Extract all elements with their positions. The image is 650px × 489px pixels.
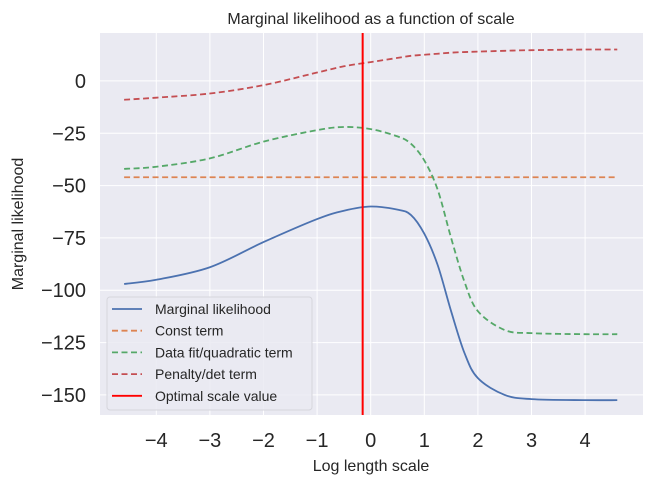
y-tick-label: −100 — [41, 280, 86, 302]
x-tick-label: −3 — [198, 430, 221, 452]
x-tick-label: 0 — [365, 430, 376, 452]
grid — [100, 33, 643, 415]
x-tick-label: 1 — [419, 430, 430, 452]
series-line-marginal-likelihood — [124, 205, 618, 402]
y-tick-label: 0 — [75, 71, 86, 93]
legend-label: Data fit/quadratic term — [155, 344, 293, 360]
series-line-penalty-det-term — [124, 48, 618, 101]
x-tick-label: −4 — [145, 430, 168, 452]
y-tick-label: −75 — [52, 228, 86, 250]
x-tick-label: 3 — [526, 430, 537, 452]
x-tick-label: −2 — [252, 430, 275, 452]
y-tick-label: −25 — [52, 123, 86, 145]
y-tick-label: −125 — [41, 333, 86, 355]
series-line-data-fit-quadratic-term — [124, 126, 618, 336]
series-lines — [124, 33, 618, 415]
y-tick-label: −150 — [41, 385, 86, 407]
x-axis-label: Log length scale — [313, 458, 430, 475]
y-tick-label: −50 — [52, 176, 86, 198]
x-tick-label: −1 — [306, 430, 329, 452]
x-tick-label: 4 — [580, 430, 591, 452]
legend-label: Const term — [155, 323, 223, 339]
legend-label: Optimal scale value — [155, 388, 277, 404]
legend: Marginal likelihood Const term Data fit/qu… — [106, 296, 313, 411]
legend-label: Penalty/det term — [155, 366, 257, 382]
legend-label: Marginal likelihood — [155, 301, 271, 317]
chart-title: Marginal likelihood as a function of sca… — [227, 11, 514, 28]
tick-labels: −4 −3 −2 −1 0 1 2 3 4 0 −25 −50 −75 −100 −125 −150 — [41, 71, 591, 452]
y-axis-label: Marginal likelihood — [10, 158, 27, 291]
legend-box — [106, 296, 313, 411]
x-tick-label: 2 — [472, 430, 483, 452]
